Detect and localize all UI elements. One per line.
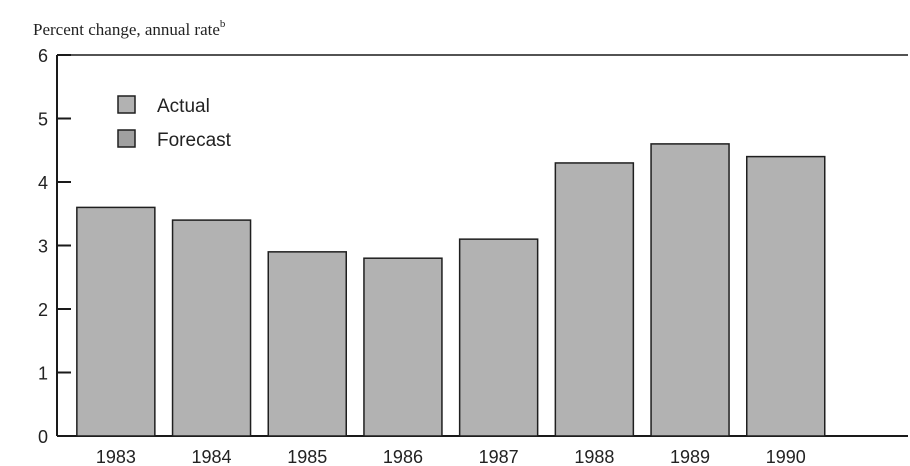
bar-1985: [267, 251, 347, 437]
bar-1989: [650, 143, 730, 437]
y-axis-title-superscript: b: [220, 18, 226, 30]
legend: Actual Forecast: [117, 95, 232, 151]
x-tick-label: 1989: [670, 447, 710, 466]
y-tick-label: 6: [38, 46, 48, 66]
x-axis: 1983 1984 1985 1986 1987 1988 1989 1990: [96, 447, 806, 466]
bar-1990: [746, 155, 826, 437]
bar-1984: [171, 219, 252, 437]
legend-swatch-forecast: [117, 129, 136, 148]
legend-swatch-actual: [117, 95, 136, 114]
bar-1987: [458, 238, 539, 437]
y-tick-label: 4: [38, 173, 48, 193]
y-tick-label: 1: [38, 364, 48, 384]
x-tick-label: 1988: [574, 447, 614, 466]
y-tick-label: 2: [38, 300, 48, 320]
x-tick-label: 1990: [766, 447, 806, 466]
x-tick-label: 1985: [287, 447, 327, 466]
legend-label-actual: Actual: [157, 96, 210, 117]
y-axis-title-text: Percent change, annual rate: [33, 20, 220, 39]
x-tick-label: 1984: [192, 447, 232, 466]
legend-label-forecast: Forecast: [157, 130, 232, 151]
bars: [76, 143, 826, 437]
x-tick-label: 1983: [96, 447, 136, 466]
bar-1986: [363, 257, 443, 437]
bar-1988: [554, 162, 635, 437]
y-tick-label: 5: [38, 110, 48, 130]
y-axis-title: Percent change, annual rateb: [33, 18, 226, 39]
y-axis: 0 1 2 3 4 5 6: [38, 46, 71, 447]
y-tick-label: 3: [38, 237, 48, 257]
x-tick-label: 1987: [479, 447, 519, 466]
bar-1983: [76, 206, 156, 437]
x-tick-label: 1986: [383, 447, 423, 466]
y-tick-label: 0: [38, 427, 48, 447]
